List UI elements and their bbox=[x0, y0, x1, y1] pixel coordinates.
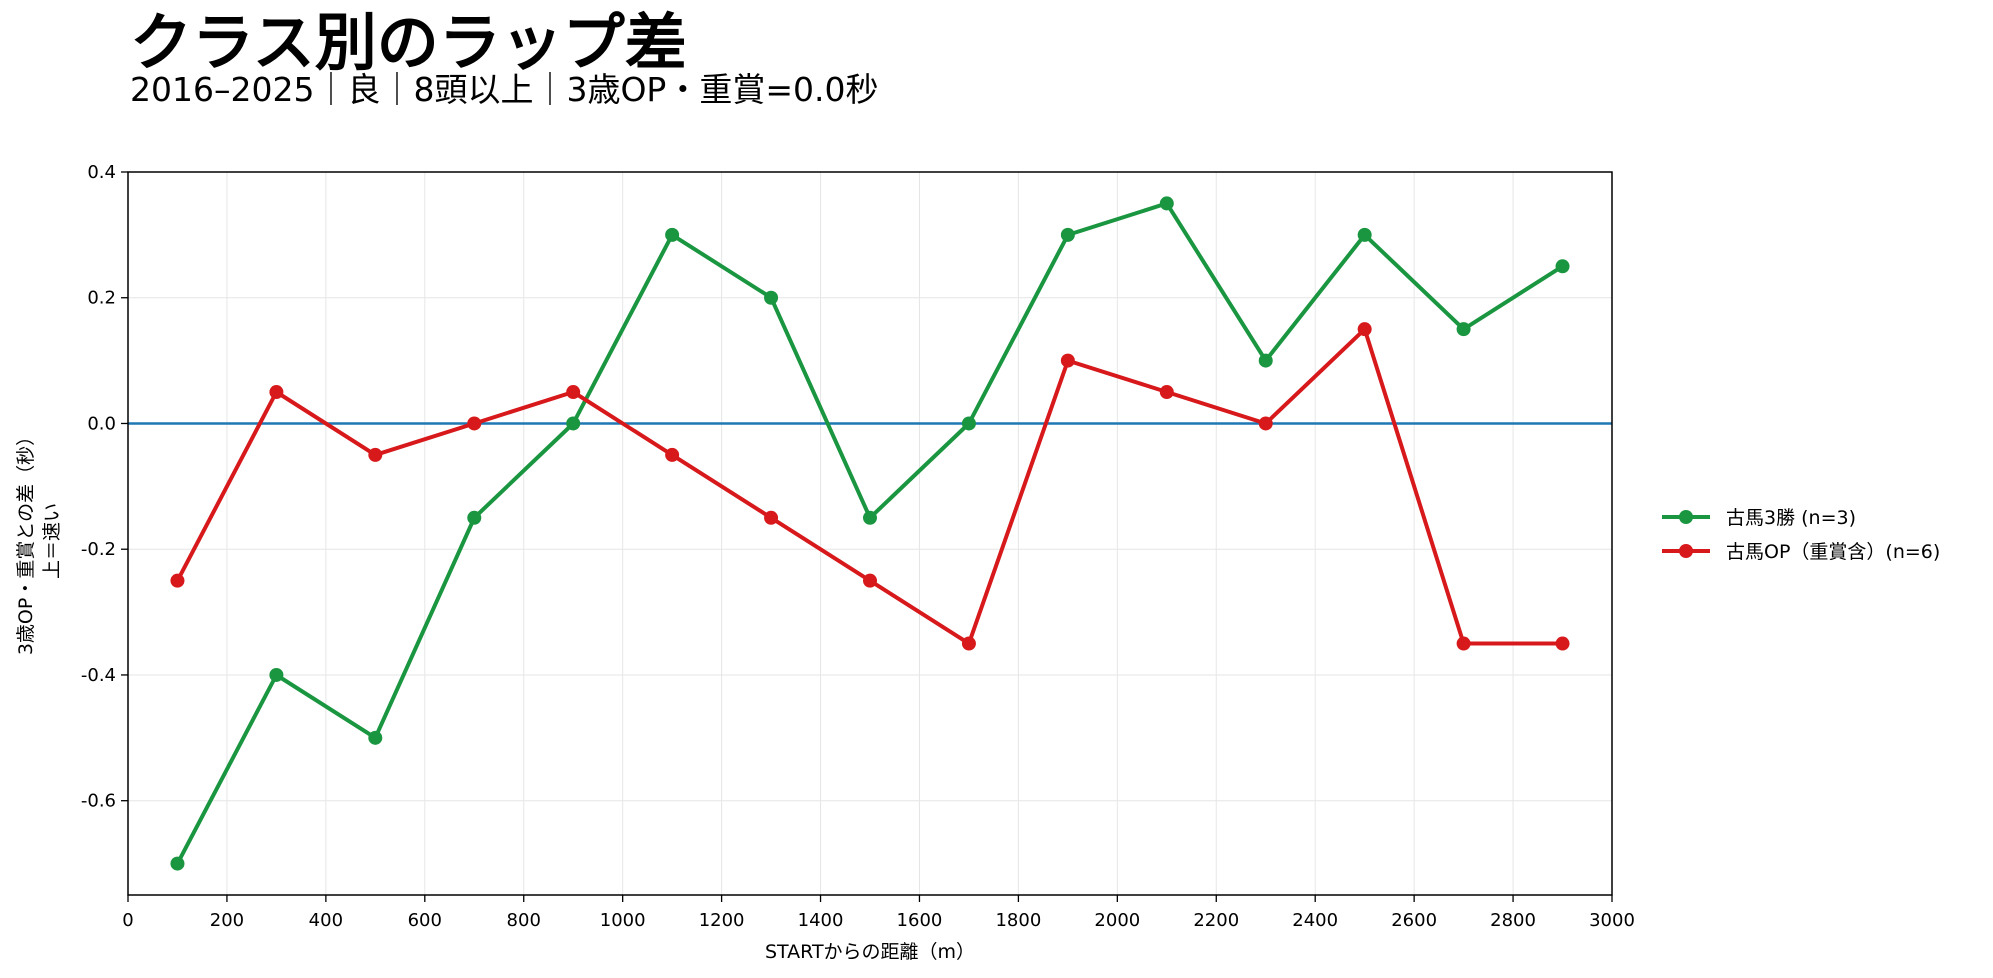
x-axis-label: STARTからの距離（m） bbox=[765, 941, 975, 963]
series-2-point bbox=[170, 573, 185, 588]
series-2-point bbox=[1060, 353, 1075, 368]
series-1-point bbox=[170, 856, 185, 871]
x-tick-label: 800 bbox=[507, 910, 541, 931]
series-2-point bbox=[1258, 416, 1273, 431]
x-tick-label: 1000 bbox=[600, 910, 646, 931]
series-1 bbox=[170, 196, 1570, 871]
x-tick-label: 1400 bbox=[798, 910, 844, 931]
x-tick-label: 1600 bbox=[897, 910, 943, 931]
y-axis-label-line1: 3歳OP・重賞との差（秒） bbox=[15, 427, 37, 655]
x-tick-label: 2200 bbox=[1193, 910, 1239, 931]
series-2-point bbox=[1159, 385, 1174, 400]
y-axis: -0.6 -0.4 -0.2 0.0 0.2 0.4 bbox=[81, 162, 128, 812]
legend-label-series-1: 古馬3勝 (n=3) bbox=[1726, 507, 1856, 529]
x-tick-label: 1200 bbox=[699, 910, 745, 931]
y-tick-label: 0.0 bbox=[87, 413, 116, 434]
x-tick-label: 2400 bbox=[1292, 910, 1338, 931]
series-1-point bbox=[1258, 353, 1273, 368]
series-layer bbox=[170, 196, 1570, 871]
y-tick-label: 0.2 bbox=[87, 288, 116, 309]
series-1-point bbox=[566, 416, 581, 431]
x-tick-label: 2000 bbox=[1094, 910, 1140, 931]
series-2-point bbox=[1456, 636, 1471, 651]
x-axis: 0 200 400 600 800 1000 1200 1400 1600 1800 2000 220… bbox=[122, 895, 1635, 931]
series-1-point bbox=[665, 227, 680, 242]
series-2-point bbox=[1555, 636, 1570, 651]
x-tick-label: 0 bbox=[122, 910, 133, 931]
series-1-point bbox=[1456, 322, 1471, 337]
series-2-point bbox=[863, 573, 877, 588]
series-2-point bbox=[1357, 322, 1372, 337]
series-2-point bbox=[269, 385, 284, 400]
series-2-point bbox=[467, 416, 482, 431]
series-1-point bbox=[467, 510, 482, 525]
y-axis-label-line2: 上＝速い bbox=[41, 503, 63, 579]
series-1-point bbox=[863, 510, 877, 525]
legend: 古馬3勝 (n=3) 古馬OP（重賞含）(n=6) bbox=[1662, 507, 1940, 563]
x-tick-label: 3000 bbox=[1589, 910, 1635, 931]
y-tick-label: -0.6 bbox=[81, 791, 116, 812]
series-2-line bbox=[175, 327, 1565, 646]
series-1-line bbox=[175, 201, 1565, 866]
chart-subtitle: 2016–2025｜良｜8頭以上｜3歳OP・重賞=0.0秒 bbox=[130, 70, 878, 109]
legend-item-series-1: 古馬3勝 (n=3) bbox=[1662, 507, 1856, 529]
x-tick-label: 200 bbox=[210, 910, 244, 931]
x-tick-label: 600 bbox=[408, 910, 442, 931]
series-1-point bbox=[961, 416, 976, 431]
plot-frame bbox=[127, 171, 1613, 896]
series-1-point bbox=[764, 290, 779, 305]
legend-item-series-2: 古馬OP（重賞含）(n=6) bbox=[1662, 541, 1940, 563]
x-tick-label: 2600 bbox=[1391, 910, 1437, 931]
y-tick-label: -0.2 bbox=[81, 539, 116, 560]
series-2-point bbox=[665, 447, 680, 462]
y-tick-label: 0.4 bbox=[87, 162, 116, 183]
series-1-point bbox=[269, 667, 284, 682]
series-1-point bbox=[368, 730, 383, 745]
y-tick-label: -0.4 bbox=[81, 665, 116, 686]
series-2 bbox=[170, 322, 1570, 651]
series-2-point bbox=[961, 636, 976, 651]
chart-title: クラス別のラップ差 bbox=[130, 6, 687, 79]
series-1-point bbox=[1555, 259, 1570, 274]
legend-marker-series-1 bbox=[1679, 510, 1693, 524]
x-tick-label: 2800 bbox=[1490, 910, 1536, 931]
series-1-point bbox=[1159, 196, 1174, 211]
x-tick-label: 400 bbox=[309, 910, 343, 931]
legend-marker-series-2 bbox=[1679, 544, 1693, 558]
grid bbox=[127, 171, 1613, 895]
series-2-point bbox=[368, 447, 383, 462]
series-1-point bbox=[1357, 227, 1372, 242]
legend-label-series-2: 古馬OP（重賞含）(n=6) bbox=[1726, 541, 1940, 563]
series-1-point bbox=[1060, 227, 1075, 242]
series-2-point bbox=[566, 385, 581, 400]
x-tick-label: 1800 bbox=[995, 910, 1041, 931]
series-2-point bbox=[764, 510, 779, 525]
